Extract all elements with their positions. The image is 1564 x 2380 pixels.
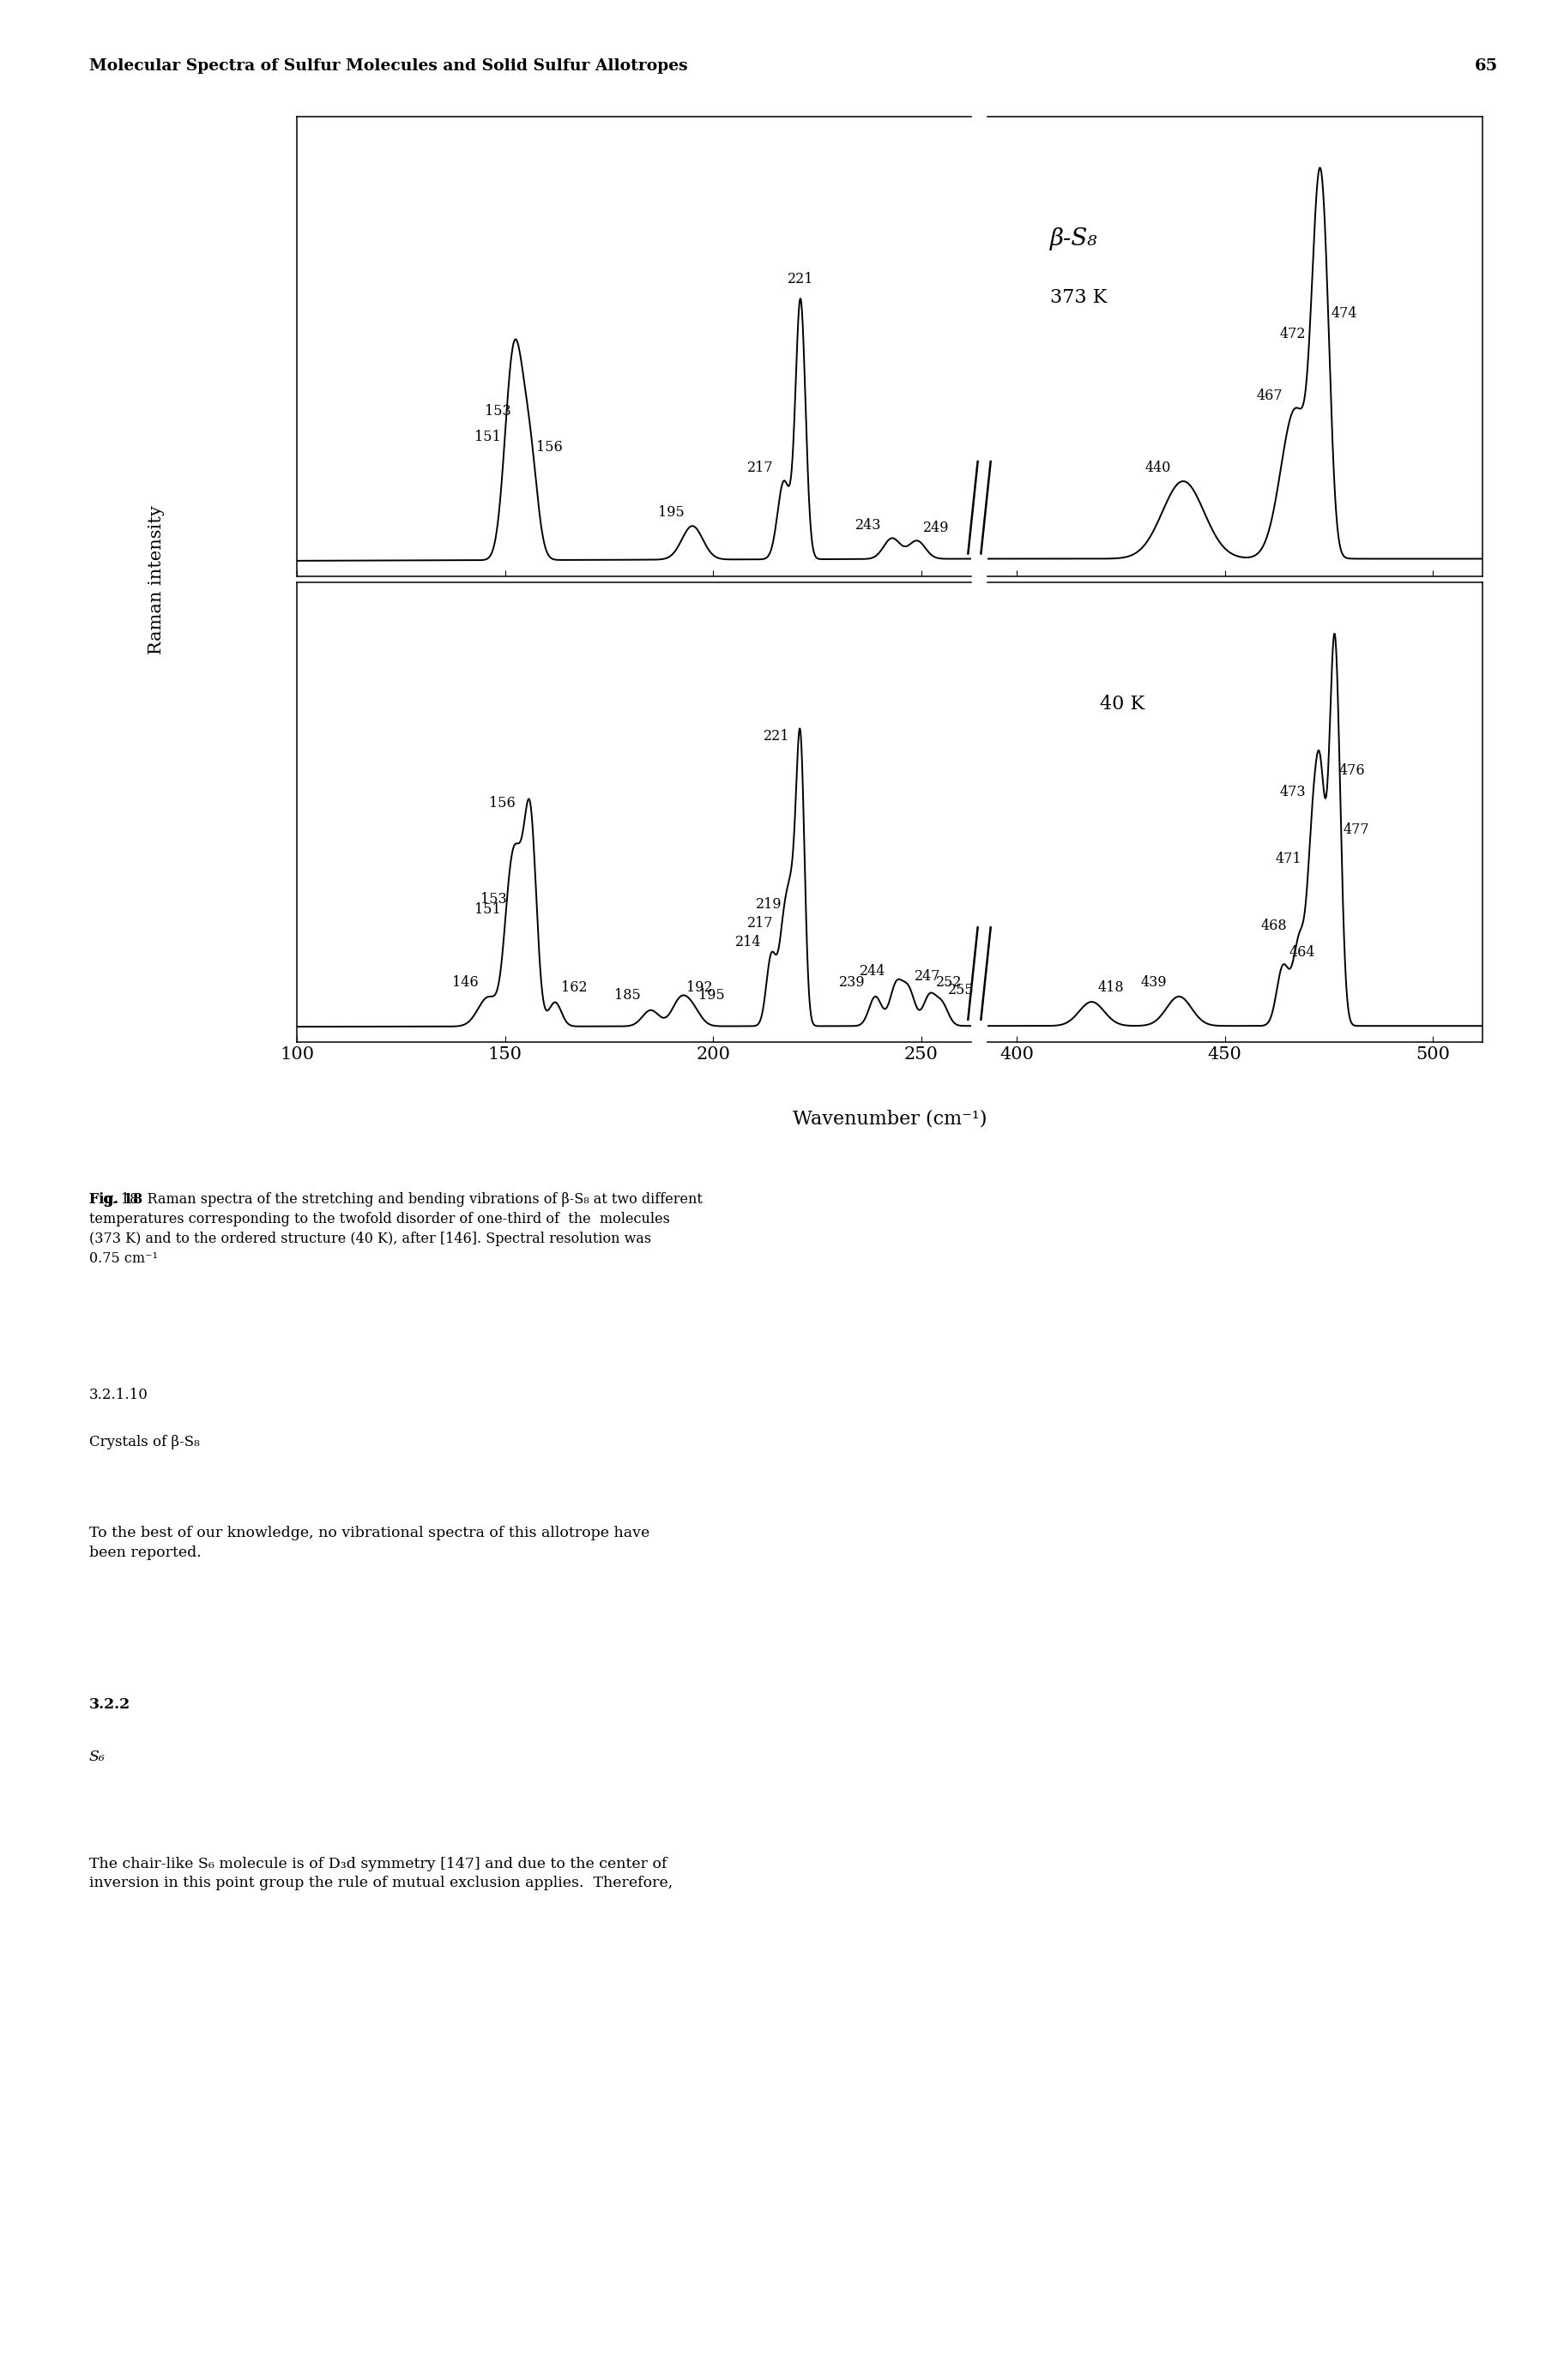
Text: Fig. 18  Raman spectra of the stretching and bending vibrations of β-S₈ at two d: Fig. 18 Raman spectra of the stretching … <box>89 1192 702 1266</box>
Text: 467: 467 <box>1257 388 1282 402</box>
Text: 151: 151 <box>474 431 500 445</box>
Text: 244: 244 <box>860 964 885 978</box>
Text: S₆: S₆ <box>89 1749 105 1764</box>
Text: 153: 153 <box>480 892 507 907</box>
Text: 146: 146 <box>452 976 479 990</box>
Text: 247: 247 <box>915 969 942 983</box>
Text: 249: 249 <box>923 521 949 536</box>
Text: 156: 156 <box>490 795 516 809</box>
Text: Wavenumber (cm⁻¹): Wavenumber (cm⁻¹) <box>793 1109 987 1128</box>
Text: 162: 162 <box>561 981 588 995</box>
Text: 65: 65 <box>1475 57 1498 74</box>
Text: 192: 192 <box>687 981 712 995</box>
Text: 40 K: 40 K <box>1099 695 1145 714</box>
Text: 151: 151 <box>474 902 500 916</box>
Text: The chair-like S₆ molecule is of D₃d symmetry [147] and due to the center of
inv: The chair-like S₆ molecule is of D₃d sym… <box>89 1856 673 1890</box>
Text: 472: 472 <box>1279 326 1306 340</box>
Text: 239: 239 <box>838 976 865 990</box>
Text: 473: 473 <box>1279 785 1306 800</box>
Text: 252: 252 <box>935 976 962 990</box>
Text: 471: 471 <box>1276 852 1301 866</box>
Text: Crystals of β-S₈: Crystals of β-S₈ <box>89 1435 200 1449</box>
Text: Fig. 18: Fig. 18 <box>89 1192 142 1207</box>
Text: 418: 418 <box>1098 981 1125 995</box>
Text: 440: 440 <box>1145 462 1171 476</box>
Text: 156: 156 <box>536 440 563 455</box>
Text: 255: 255 <box>948 983 974 997</box>
Text: Molecular Spectra of Sulfur Molecules and Solid Sulfur Allotropes: Molecular Spectra of Sulfur Molecules an… <box>89 57 688 74</box>
Text: 468: 468 <box>1261 919 1287 933</box>
Text: 195: 195 <box>657 505 683 519</box>
Text: 214: 214 <box>735 935 762 950</box>
Text: 3.2.2: 3.2.2 <box>89 1697 130 1711</box>
Text: 221: 221 <box>787 271 813 286</box>
Text: 153: 153 <box>485 405 511 419</box>
Text: β-S₈: β-S₈ <box>1049 226 1098 250</box>
Text: Raman intensity: Raman intensity <box>149 505 164 654</box>
Text: 185: 185 <box>615 988 640 1002</box>
Text: 243: 243 <box>856 519 882 533</box>
Text: 219: 219 <box>755 897 782 912</box>
Text: 439: 439 <box>1140 976 1167 990</box>
Text: 464: 464 <box>1289 945 1315 959</box>
Text: 217: 217 <box>748 916 774 931</box>
Text: 477: 477 <box>1343 823 1370 838</box>
Text: 476: 476 <box>1339 764 1365 778</box>
Text: 474: 474 <box>1331 305 1358 321</box>
Text: 195: 195 <box>699 988 726 1002</box>
Text: 373 K: 373 K <box>1049 288 1107 307</box>
Text: 3.2.1.10: 3.2.1.10 <box>89 1388 149 1402</box>
Text: To the best of our knowledge, no vibrational spectra of this allotrope have
been: To the best of our knowledge, no vibrati… <box>89 1526 649 1559</box>
Text: 221: 221 <box>763 728 790 743</box>
Text: 217: 217 <box>748 462 774 476</box>
